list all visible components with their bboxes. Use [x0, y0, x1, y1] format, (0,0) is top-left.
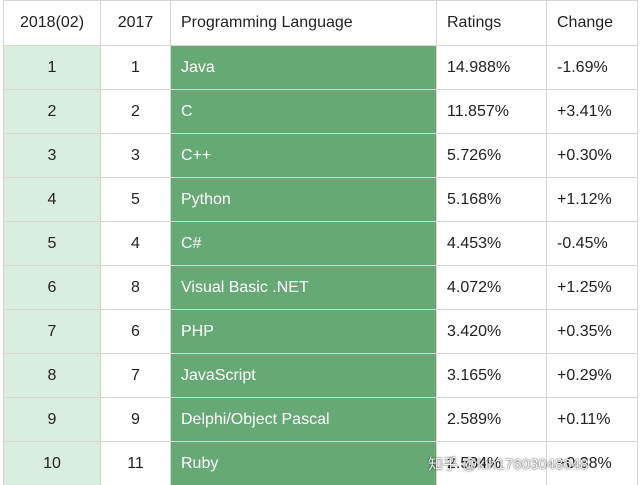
cell-change: +0.35% — [547, 310, 638, 354]
cell-rank-2018: 10 — [4, 442, 101, 485]
cell-rank-2017: 4 — [101, 222, 171, 266]
cell-rank-2018: 7 — [4, 310, 101, 354]
cell-rank-2017: 3 — [101, 134, 171, 178]
cell-rank-2017: 8 — [101, 266, 171, 310]
cell-change: +1.12% — [547, 178, 638, 222]
cell-rank-2018: 2 — [4, 90, 101, 134]
cell-rating: 3.420% — [437, 310, 547, 354]
cell-change: +0.11% — [547, 398, 638, 442]
header-rank-2018: 2018(02) — [4, 1, 101, 46]
cell-language: Visual Basic .NET — [171, 266, 437, 310]
cell-language: PHP — [171, 310, 437, 354]
cell-rank-2017: 2 — [101, 90, 171, 134]
cell-change: +0.38% — [547, 442, 638, 485]
cell-change: +0.30% — [547, 134, 638, 178]
cell-rank-2018: 5 — [4, 222, 101, 266]
cell-rank-2017: 1 — [101, 46, 171, 90]
cell-rating: 5.168% — [437, 178, 547, 222]
cell-language: Ruby — [171, 442, 437, 485]
table-header-row: 2018(02) 2017 Programming Language Ratin… — [4, 1, 638, 46]
header-rank-2017: 2017 — [101, 1, 171, 46]
cell-language: JavaScript — [171, 354, 437, 398]
cell-rating: 14.988% — [437, 46, 547, 90]
cell-language: Java — [171, 46, 437, 90]
cell-rank-2017: 7 — [101, 354, 171, 398]
cell-language: C — [171, 90, 437, 134]
cell-rating: 2.534% — [437, 442, 547, 485]
cell-rank-2018: 4 — [4, 178, 101, 222]
cell-rating: 11.857% — [437, 90, 547, 134]
cell-rating: 5.726% — [437, 134, 547, 178]
cell-rank-2018: 8 — [4, 354, 101, 398]
cell-rating: 4.453% — [437, 222, 547, 266]
cell-rank-2017: 11 — [101, 442, 171, 485]
cell-rating: 3.165% — [437, 354, 547, 398]
cell-change: +1.25% — [547, 266, 638, 310]
programming-language-ranking-table: 2018(02) 2017 Programming Language Ratin… — [3, 0, 638, 485]
header-change: Change — [547, 1, 638, 46]
cell-change: -1.69% — [547, 46, 638, 90]
cell-change: +3.41% — [547, 90, 638, 134]
cell-language: Python — [171, 178, 437, 222]
header-ratings: Ratings — [437, 1, 547, 46]
cell-language: Delphi/Object Pascal — [171, 398, 437, 442]
cell-rating: 4.072% — [437, 266, 547, 310]
cell-rank-2018: 1 — [4, 46, 101, 90]
cell-rank-2018: 9 — [4, 398, 101, 442]
cell-rank-2018: 3 — [4, 134, 101, 178]
cell-rank-2018: 6 — [4, 266, 101, 310]
cell-rank-2017: 6 — [101, 310, 171, 354]
cell-rank-2017: 9 — [101, 398, 171, 442]
cell-rank-2017: 5 — [101, 178, 171, 222]
cell-change: -0.45% — [547, 222, 638, 266]
cell-rating: 2.589% — [437, 398, 547, 442]
cell-change: +0.29% — [547, 354, 638, 398]
cell-language: C++ — [171, 134, 437, 178]
cell-language: C# — [171, 222, 437, 266]
header-programming-language: Programming Language — [171, 1, 437, 46]
